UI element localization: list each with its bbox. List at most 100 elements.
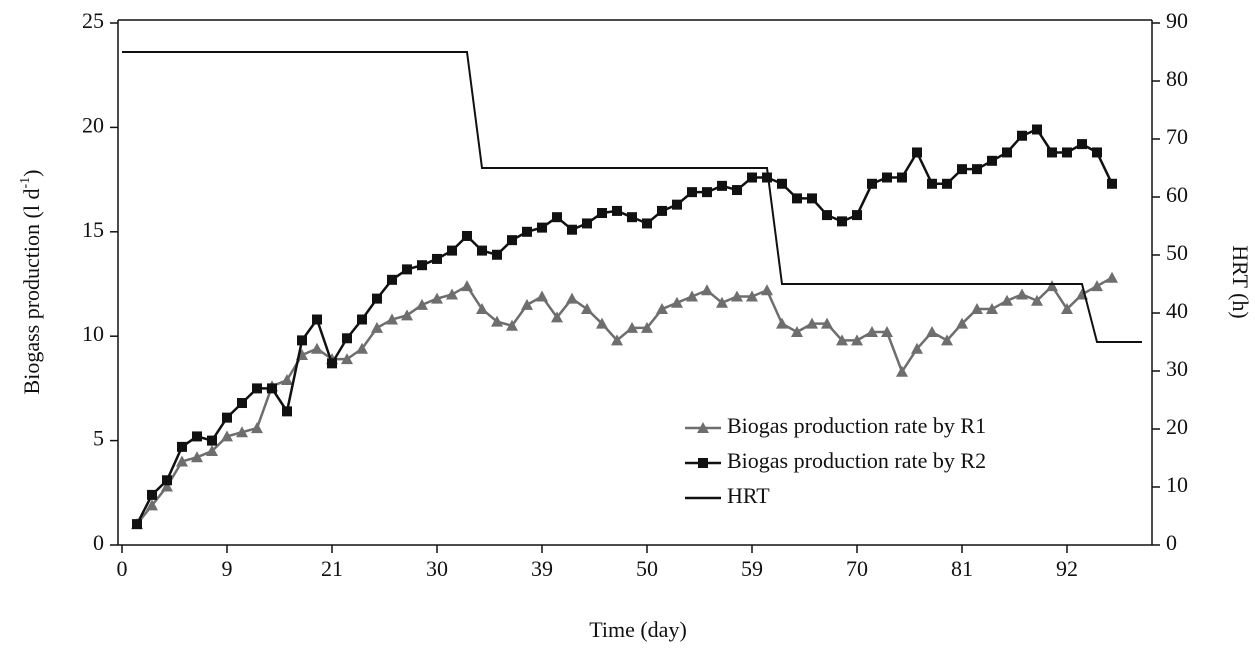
- data-point: [761, 284, 773, 296]
- legend-label: Biogas production rate by R2: [727, 448, 986, 473]
- data-point: [777, 178, 787, 189]
- data-point: [477, 245, 487, 256]
- legend-label: Biogas production rate by R1: [727, 413, 986, 438]
- data-point: [147, 489, 157, 500]
- legend-label: HRT: [727, 483, 770, 508]
- data-point: [206, 445, 218, 457]
- y2-tick-label: 50: [1166, 240, 1188, 265]
- data-point: [491, 315, 503, 327]
- x-tick-label: 30: [426, 556, 448, 581]
- data-point: [852, 210, 862, 221]
- data-point: [462, 230, 472, 241]
- x-tick-label: 39: [531, 556, 553, 581]
- y-tick-label: 5: [93, 426, 104, 451]
- data-point: [521, 298, 533, 310]
- data-point: [401, 309, 413, 321]
- data-point: [881, 326, 893, 338]
- data-point: [432, 253, 442, 264]
- y-axis-label-sup: -1: [18, 177, 33, 189]
- data-point: [716, 296, 728, 308]
- data-point: [732, 185, 742, 196]
- x-tick-label: 70: [846, 556, 868, 581]
- data-point: [1061, 303, 1073, 315]
- x-tick-label: 81: [951, 556, 973, 581]
- data-point: [1047, 147, 1057, 158]
- x-tick-label: 21: [321, 556, 343, 581]
- data-point: [566, 292, 578, 304]
- data-point: [807, 193, 817, 204]
- y2-tick-label: 40: [1166, 298, 1188, 323]
- data-point: [641, 321, 653, 333]
- x-tick-label: 50: [636, 556, 658, 581]
- data-point: [762, 172, 772, 183]
- data-point: [971, 303, 983, 315]
- data-point: [176, 455, 188, 467]
- data-point: [522, 226, 532, 237]
- legend-marker: [697, 422, 709, 433]
- y2-tick-label: 0: [1166, 530, 1177, 555]
- x-tick-label: 9: [222, 556, 233, 581]
- data-point: [1106, 271, 1118, 283]
- data-point: [1107, 178, 1117, 189]
- data-point: [567, 224, 577, 235]
- series-line: [122, 51, 1142, 343]
- data-point: [702, 187, 712, 198]
- data-point: [987, 155, 997, 166]
- x-axis-label: Time (day): [589, 617, 687, 642]
- data-point: [371, 321, 383, 333]
- data-point: [687, 187, 697, 198]
- y-axis-label-text: Biogass production (l d: [19, 189, 44, 395]
- data-point: [236, 426, 248, 438]
- data-point: [552, 212, 562, 223]
- data-point: [642, 218, 652, 229]
- data-point: [597, 208, 607, 219]
- data-point: [806, 317, 818, 329]
- data-point: [507, 235, 517, 246]
- data-point: [896, 365, 908, 377]
- data-point: [162, 475, 172, 486]
- data-point: [372, 293, 382, 304]
- data-point: [356, 342, 368, 354]
- data-point: [611, 334, 623, 346]
- data-point: [747, 172, 757, 183]
- data-point: [986, 303, 998, 315]
- data-point: [267, 383, 277, 394]
- data-point: [237, 398, 247, 409]
- data-point: [492, 249, 502, 260]
- data-point: [882, 172, 892, 183]
- data-point: [911, 342, 923, 354]
- data-point: [1092, 147, 1102, 158]
- data-point: [1031, 294, 1043, 306]
- y-tick-label: 15: [82, 217, 104, 242]
- data-point: [476, 303, 488, 315]
- data-point: [912, 147, 922, 158]
- data-point: [851, 334, 863, 346]
- data-point: [671, 296, 683, 308]
- data-point: [447, 245, 457, 256]
- y2-tick-label: 60: [1166, 182, 1188, 207]
- data-point: [1091, 280, 1103, 292]
- data-point: [926, 326, 938, 338]
- y-axis-label: Biogass production (l d-1): [18, 170, 44, 395]
- y-tick-label: 10: [82, 321, 104, 346]
- data-point: [821, 317, 833, 329]
- data-point: [312, 314, 322, 325]
- data-point: [686, 290, 698, 302]
- y2-tick-label: 20: [1166, 414, 1188, 439]
- data-point: [866, 326, 878, 338]
- data-point: [776, 317, 788, 329]
- data-point: [551, 311, 563, 323]
- x-tick-label: 59: [741, 556, 763, 581]
- data-point: [1002, 147, 1012, 158]
- legend-marker: [698, 458, 708, 468]
- data-point: [357, 314, 367, 325]
- y2-tick-label: 10: [1166, 472, 1188, 497]
- data-point: [701, 284, 713, 296]
- data-point: [746, 290, 758, 302]
- data-point: [956, 317, 968, 329]
- data-point: [942, 178, 952, 189]
- data-point: [297, 335, 307, 346]
- data-point: [431, 292, 443, 304]
- data-point: [717, 180, 727, 191]
